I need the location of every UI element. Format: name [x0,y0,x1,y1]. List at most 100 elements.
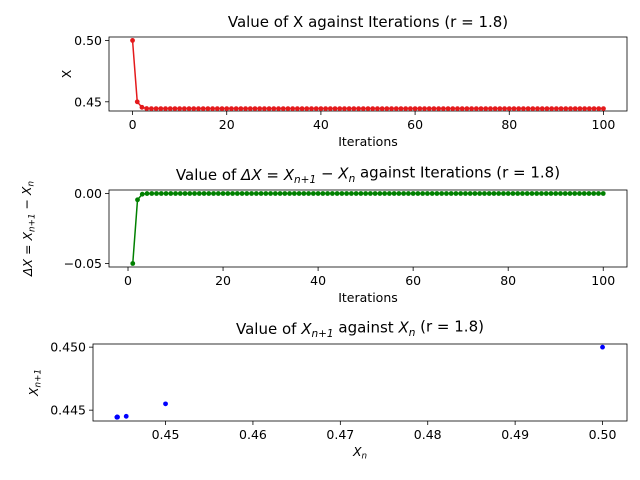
data-point [320,191,326,196]
data-point [445,106,451,111]
data-point [206,191,212,196]
data-point [360,106,366,111]
data-point [309,106,314,111]
data-point [196,191,202,196]
y-axis-label-part: − [19,195,34,213]
chart-title-part: ΔX [240,166,262,184]
data-point [379,106,385,111]
data-point [296,191,302,196]
chart-panel-1: 0 20 40 60 80 100 0.45 0.50 Value of X against I… [59,13,628,149]
data-point [591,106,597,111]
data-point [186,106,192,111]
data-point [448,191,454,196]
data-point [511,106,517,111]
data-point [337,106,343,111]
data-point [224,106,230,111]
data-point [225,191,231,196]
data-point [384,106,390,111]
chart-title-part: n+1 [294,174,316,186]
data-point [496,191,502,196]
data-point [444,191,449,196]
y-tick-label: 0.00 [74,186,102,201]
data-point [365,106,371,111]
data-layer [114,344,605,420]
series-line [131,40,604,110]
x-tick-label: 100 [591,273,615,288]
data-point [276,106,281,111]
data-point [315,191,321,196]
data-point [553,191,559,196]
data-point [524,191,530,196]
x-tick-label: 0 [124,273,132,288]
data-point [535,106,540,111]
data-point [351,106,357,111]
data-point [182,191,188,196]
data-point [482,191,487,196]
data-point [497,106,503,111]
chart-title: Value of X against Iterations (r = 1.8) [228,13,508,31]
data-point [586,191,592,196]
data-point [114,414,120,420]
data-point [505,191,511,196]
data-point [334,191,340,196]
y-axis-label: ΔX = Xn+1 − Xn [19,181,38,277]
y-axis-label-part: X [19,186,34,196]
data-point [342,106,347,111]
x-axis-label: Xn [352,444,367,462]
y-tick-label: −0.05 [64,256,102,271]
data-point [453,191,459,196]
data-point [393,106,399,111]
data-point [422,106,427,111]
data-point [434,191,440,196]
data-point [323,106,329,111]
x-tick-label: 0.48 [414,427,442,442]
chart-title: Value of Xn+1 against Xn (r = 1.8) [236,317,484,340]
data-point [356,106,361,111]
data-point [325,191,331,196]
data-point [521,106,526,111]
data-point [294,106,300,111]
data-point [219,106,225,111]
y-axis-label-part: n+1 [28,213,38,231]
data-point [382,191,388,196]
data-point [149,191,155,196]
data-point [201,191,207,196]
data-point [439,191,445,196]
x-tick-label: 20 [219,117,235,132]
data-point [148,106,154,111]
data-point [233,106,239,111]
data-point [405,191,411,196]
data-point [586,106,592,111]
data-point [353,191,359,196]
data-point [196,106,201,111]
data-point [158,106,164,111]
data-point [600,344,605,350]
data-point [214,106,220,111]
plot-frame [108,36,628,112]
data-point [257,106,263,111]
data-point [344,191,350,196]
plot-frame [108,189,628,268]
data-point [287,191,292,196]
data-point [158,191,164,196]
data-point [544,106,550,111]
data-point [436,106,442,111]
x-tick-label: 20 [215,273,231,288]
data-point [144,106,150,111]
data-point [163,106,168,111]
data-point [172,106,178,111]
y-axis-label-part: = [20,241,35,259]
data-point [375,106,380,111]
y-axis-label-part: n+1 [34,369,44,387]
chart-title-part: = [262,166,284,184]
data-point [238,106,244,111]
data-point [367,191,373,196]
data-point [548,191,554,196]
chart-title: Value of ΔX = Xn+1 − Xn against Iteratio… [176,163,560,186]
data-point [306,191,311,196]
data-point [473,106,479,111]
data-point [271,106,277,111]
data-point [130,38,135,43]
data-point [398,106,404,111]
data-point [417,106,423,111]
